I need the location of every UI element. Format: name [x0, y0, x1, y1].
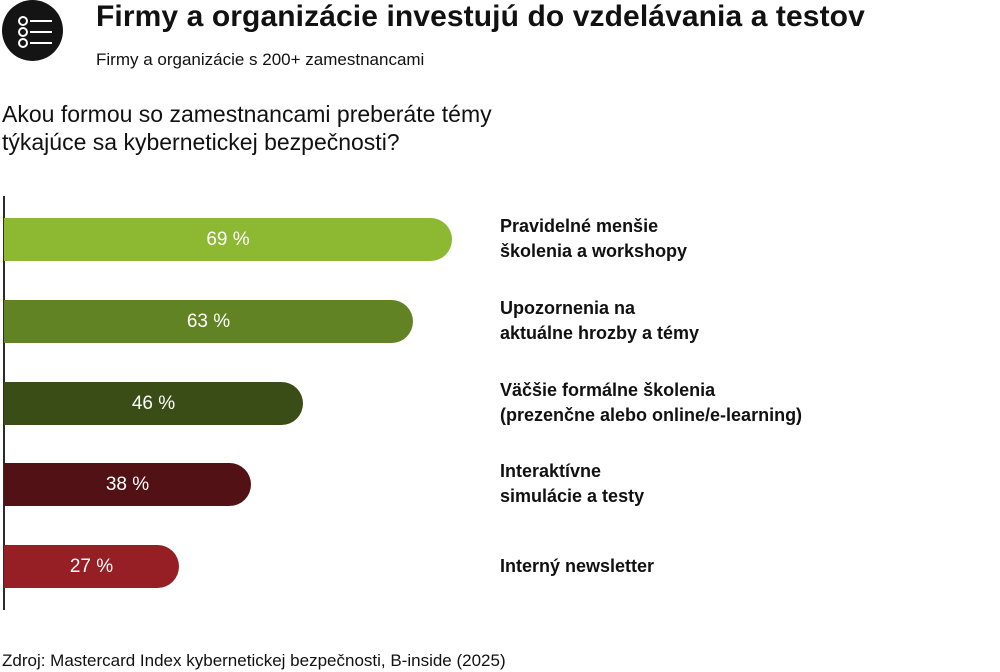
bar: 46 %	[4, 382, 303, 425]
category-label-line-2: (prezenčne alebo online/e-learning)	[500, 405, 803, 425]
source-note: Zdroj: Mastercard Index kybernetickej be…	[2, 651, 506, 670]
bar: 38 %	[4, 463, 251, 506]
category-label-line-2: aktuálne hrozby a témy	[500, 323, 700, 343]
chart-question: Akou formou so zamestnancami preberáte t…	[2, 100, 622, 156]
question-line-2: týkajúce sa kybernetickej bezpečnosti?	[2, 129, 400, 155]
category-label-line-2: simulácie a testy	[500, 486, 645, 506]
category-label-line-1: Väčšie formálne školenia	[500, 380, 716, 400]
bar: 63 %	[4, 300, 413, 343]
category-label-line-1: Pravidelné menšie	[500, 216, 659, 236]
category-label: Upozornenia na aktuálne hrozby a témy	[500, 296, 699, 346]
question-line-1: Akou formou so zamestnancami preberáte t…	[2, 101, 492, 127]
bar-value-label: 63 %	[186, 310, 231, 332]
category-label: Pravidelné menšie školenia a workshopy	[500, 214, 687, 264]
category-label: Interaktívne simulácie a testy	[500, 459, 644, 509]
category-label-line-2: školenia a workshopy	[500, 241, 688, 261]
page-subtitle: Firmy a organizácie s 200+ zamestnancami	[96, 50, 425, 69]
category-label-line-1: Interaktívne	[500, 461, 602, 481]
list-icon	[2, 0, 63, 61]
y-axis-line	[3, 196, 5, 610]
category-label: Interný newsletter	[500, 554, 654, 579]
bar: 69 %	[4, 218, 452, 261]
category-label: Väčšie formálne školenia (prezenčne alebo…	[500, 378, 802, 428]
bar-value-label: 27 %	[69, 555, 114, 577]
bar-value-label: 46 %	[131, 392, 176, 414]
bar: 27 %	[4, 545, 179, 588]
page-title: Firmy a organizácie investujú do vzdeláv…	[96, 0, 865, 33]
bar-value-label: 69 %	[206, 228, 250, 250]
category-label-line-1: Interný newsletter	[500, 556, 655, 576]
bar-value-label: 38 %	[105, 473, 150, 495]
category-label-line-1: Upozornenia na	[500, 298, 636, 318]
